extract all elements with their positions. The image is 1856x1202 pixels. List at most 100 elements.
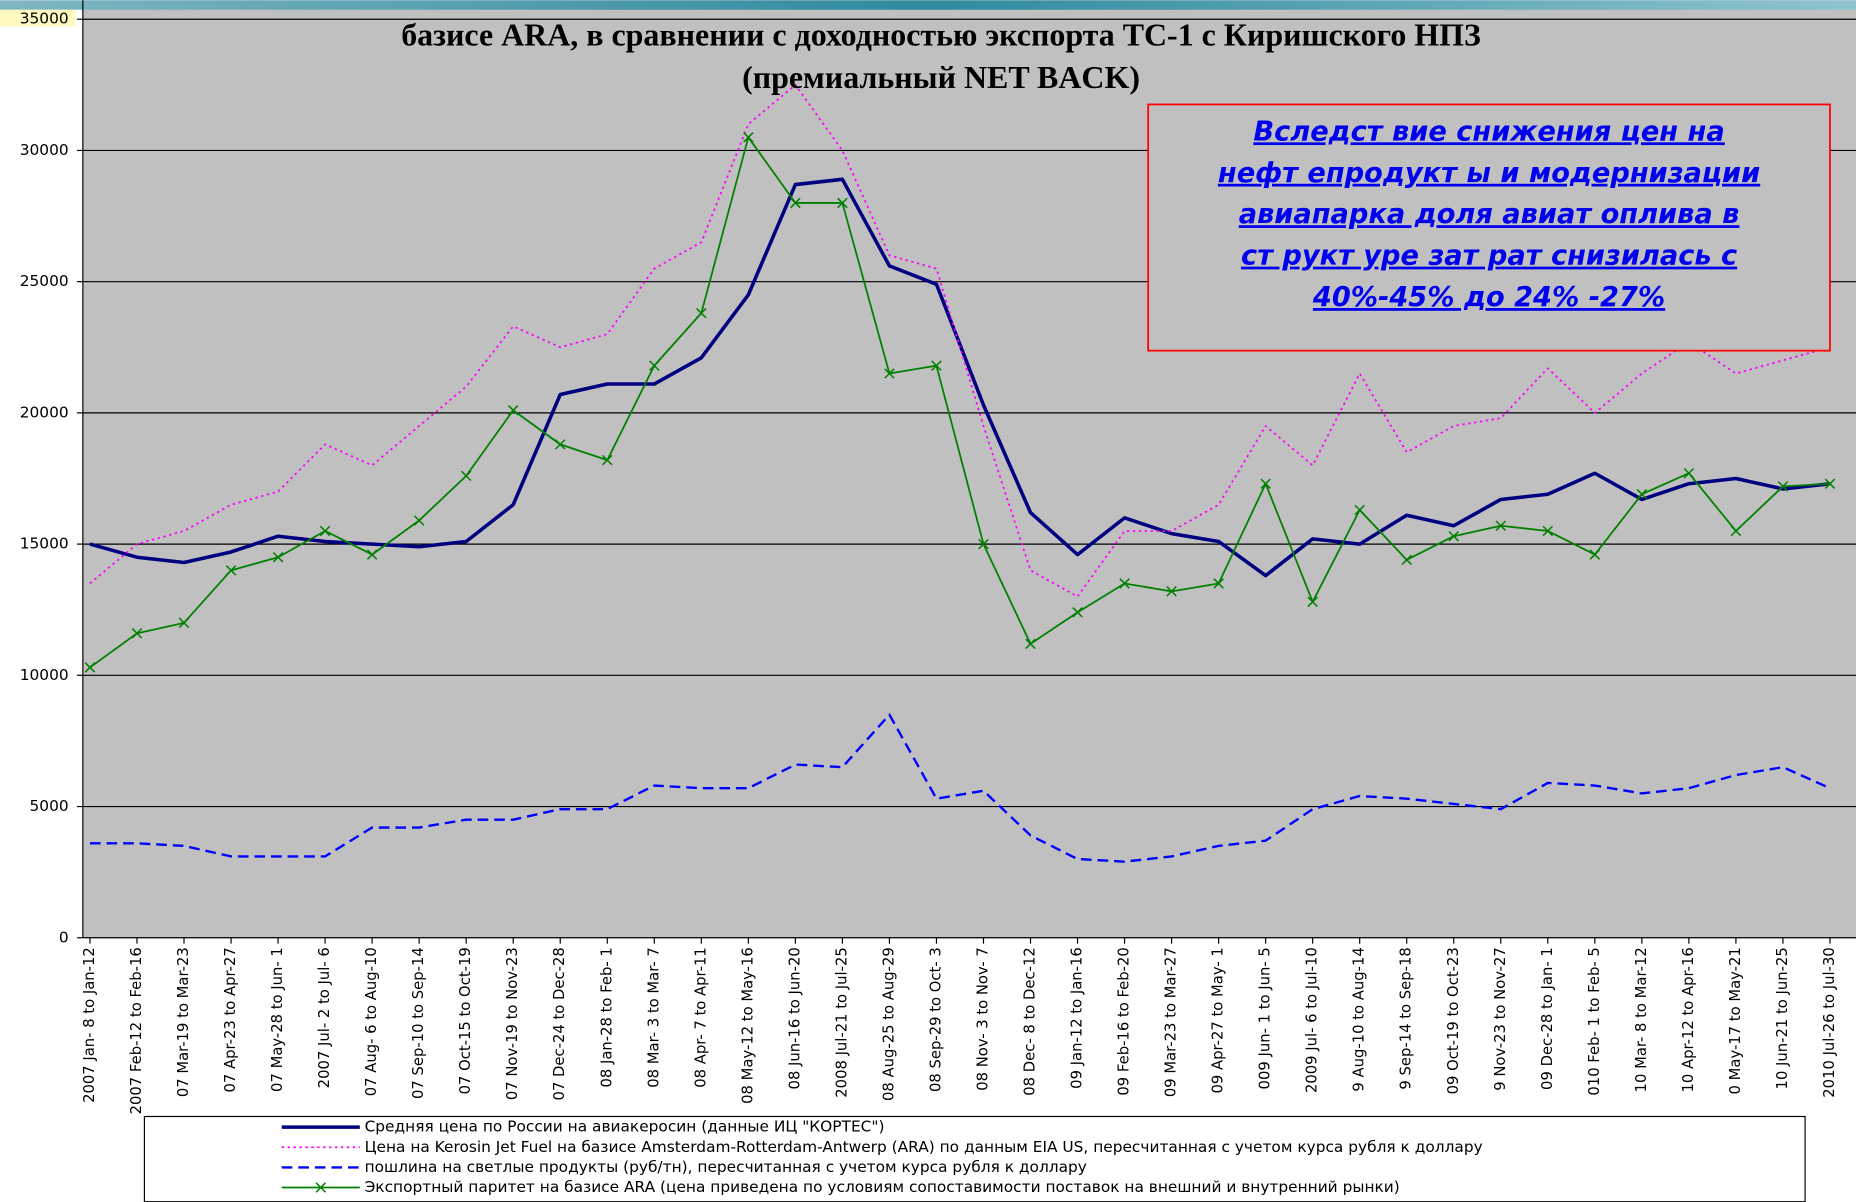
x-marker — [1683, 467, 1695, 479]
legend-marker — [315, 1182, 327, 1193]
x-tick-label: 07 May-28 to Jun- 1 — [269, 947, 286, 1092]
x-tick-label: 09 Oct-19 to Oct-23 — [1445, 947, 1462, 1094]
x-marker — [1401, 554, 1413, 566]
x-marker — [1495, 520, 1507, 532]
x-marker — [366, 549, 378, 560]
x-tick-label: 2008 Jul-21 to Jul-25 — [833, 947, 850, 1098]
series-line — [89, 713, 1831, 863]
x-tick-label: 09 Apr-27 to May- 1 — [1210, 947, 1227, 1093]
x-marker — [1025, 638, 1036, 650]
annotation-text: авиапарка доля авиат оплива в — [1239, 199, 1740, 230]
x-tick-label: 08 Dec- 8 to Dec-12 — [1022, 947, 1039, 1096]
legend-label: Экспортный паритет на базисе ARA (цена п… — [365, 1178, 1400, 1196]
x-tick-label: 2007 Jan- 8 to Jan-12 — [81, 947, 98, 1103]
x-tick-label: 9 Sep-14 to Sep-18 — [1398, 947, 1415, 1089]
y-tick-label: 25000 — [20, 272, 69, 290]
x-marker — [1119, 578, 1130, 589]
x-tick-label: 09 Jan-12 to Jan-16 — [1069, 947, 1086, 1089]
x-marker — [601, 454, 613, 466]
x-marker — [554, 439, 566, 450]
x-marker — [696, 307, 707, 319]
x-marker — [1542, 525, 1554, 537]
x-marker — [1260, 478, 1271, 490]
x-marker — [1824, 478, 1836, 490]
x-tick-label: 2007 Feb-12 to Feb-16 — [128, 947, 145, 1114]
x-tick-label: 08 Jun-16 to Jun-20 — [786, 947, 803, 1089]
x-marker — [1072, 607, 1083, 618]
x-marker — [884, 368, 895, 379]
x-tick-label: 09 Mar-23 to Mar-27 — [1163, 947, 1180, 1097]
x-tick-label: 07 Aug- 6 to Aug-10 — [363, 947, 380, 1096]
x-tick-label: 2007 Jul- 2 to Jul- 6 — [316, 947, 333, 1088]
legend-label: Цена на Kerosin Jet Fuel на базисе Amste… — [365, 1138, 1483, 1156]
x-tick-label: 08 Sep-29 to Oct- 3 — [927, 947, 944, 1092]
x-marker — [1213, 578, 1224, 589]
annotation-text: 40%-45% до 24% -27% — [1312, 282, 1665, 313]
series-line — [89, 136, 1831, 669]
x-marker — [460, 470, 472, 482]
x-tick-label: 2009 Jul- 6 to Jul-10 — [1304, 947, 1321, 1093]
x-tick-label: 10 Jun-21 to Jun-25 — [1774, 947, 1791, 1089]
chart-subtitle: (премиальный NET BACK) — [742, 60, 1140, 95]
series-line — [89, 177, 1831, 578]
header-strip — [0, 0, 1856, 10]
x-tick-label: 07 Oct-15 to Oct-19 — [457, 947, 474, 1094]
x-marker — [743, 132, 754, 143]
x-tick-label: 07 Apr-23 to Apr-27 — [222, 947, 239, 1092]
x-marker — [1636, 488, 1648, 500]
x-marker — [1777, 481, 1789, 492]
x-marker — [413, 515, 425, 526]
x-tick-label: 08 Apr- 7 to Apr-11 — [692, 947, 709, 1088]
series-line — [89, 83, 1831, 598]
x-marker — [225, 565, 237, 576]
tick-highlight — [0, 9, 76, 27]
x-marker — [978, 538, 989, 550]
x-tick-label: 9 Aug-10 to Aug-14 — [1351, 947, 1368, 1091]
x-tick-label: 09 Dec-28 to Jan- 1 — [1539, 947, 1556, 1090]
x-marker — [649, 360, 660, 371]
annotation-box — [1147, 103, 1831, 352]
x-tick-label: 07 Dec-24 to Dec-28 — [551, 947, 568, 1100]
x-tick-label: 009 Jun- 1 to Jun- 5 — [1257, 947, 1274, 1089]
y-tick-label: 30000 — [20, 141, 69, 159]
x-tick-label: 2010 Jul-26 to Jul-30 — [1821, 947, 1838, 1098]
x-marker — [272, 551, 284, 563]
x-tick-label: 08 Aug-25 to Aug-29 — [880, 947, 897, 1101]
x-tick-label: 09 Feb-16 to Feb-20 — [1116, 947, 1133, 1095]
chart-title: базисе ARA, в сравнении с доходностью эк… — [401, 17, 1481, 52]
x-tick-label: 08 May-12 to May-16 — [739, 947, 756, 1104]
y-tick-label: 0 — [59, 928, 69, 946]
x-marker — [1730, 525, 1742, 537]
x-tick-label: 08 Mar- 3 to Mar- 7 — [645, 947, 662, 1088]
x-tick-label: 07 Sep-10 to Sep-14 — [410, 947, 427, 1099]
x-marker — [1166, 586, 1177, 597]
legend-label: пошлина на светлые продукты (руб/тн), пе… — [365, 1158, 1087, 1176]
y-tick-label: 10000 — [20, 666, 69, 684]
x-tick-label: 10 Apr-12 to Apr-16 — [1680, 947, 1697, 1092]
x-marker — [1307, 596, 1318, 608]
x-marker — [84, 662, 96, 673]
x-tick-label: 08 Jan-28 to Feb- 1 — [598, 947, 615, 1087]
x-tick-label: 0 May-17 to May-21 — [1727, 947, 1744, 1094]
annotation-text: Вследст вие снижения цен на — [1253, 116, 1724, 147]
y-tick-label: 35000 — [20, 10, 69, 28]
x-marker — [931, 360, 942, 371]
y-tick-label: 15000 — [20, 535, 69, 553]
x-marker — [131, 628, 143, 639]
x-marker — [1354, 504, 1365, 516]
annotation-text: ст рукт уре зат рат снизилась с — [1241, 241, 1737, 272]
annotation-text: нефт епродукт ы и модернизации — [1218, 158, 1760, 189]
x-tick-label: 10 Mar- 8 to Mar-12 — [1633, 947, 1650, 1092]
x-tick-label: 9 Nov-23 to Nov-27 — [1492, 947, 1509, 1091]
x-marker — [790, 197, 801, 209]
x-tick-label: 010 Feb- 1 to Feb- 5 — [1586, 947, 1603, 1095]
x-tick-label: 07 Nov-19 to Nov-23 — [504, 947, 521, 1100]
x-marker — [178, 617, 190, 629]
x-marker — [319, 525, 331, 537]
x-marker — [837, 197, 848, 209]
y-tick-label: 5000 — [30, 797, 69, 815]
x-tick-label: 08 Nov- 3 to Nov- 7 — [974, 947, 991, 1091]
legend-label: Средняя цена по России на авиакеросин (д… — [365, 1118, 885, 1136]
x-marker — [1448, 530, 1460, 542]
x-tick-label: 07 Mar-19 to Mar-23 — [175, 947, 192, 1097]
